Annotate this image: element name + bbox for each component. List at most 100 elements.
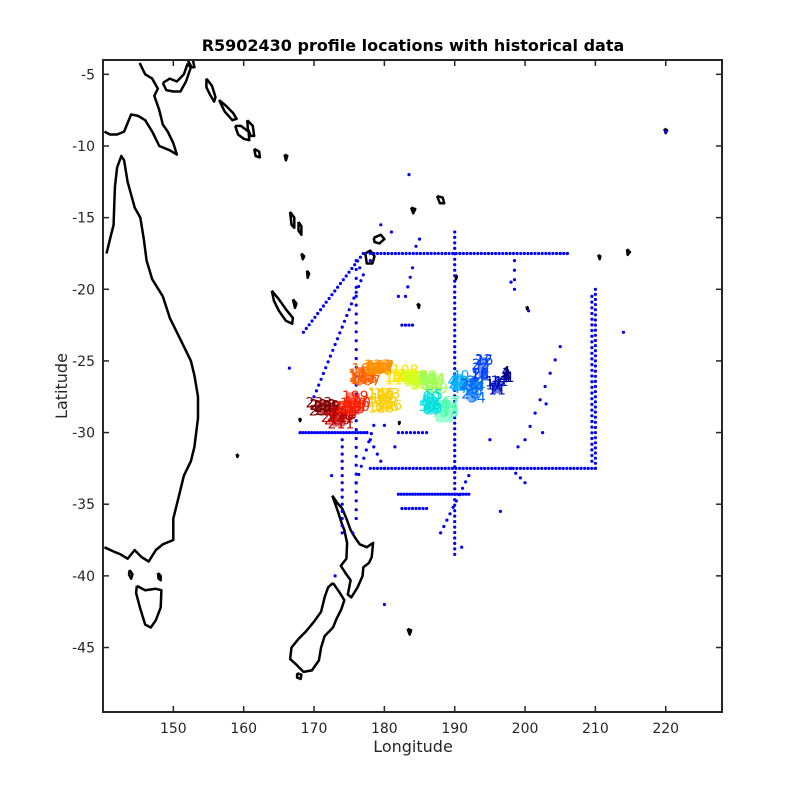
historical-point — [425, 492, 429, 496]
profile-number-label: 123 — [367, 395, 394, 411]
historical-point — [590, 323, 594, 327]
profile-number-label: 167 — [350, 372, 377, 388]
historical-point — [590, 363, 594, 367]
historical-point — [593, 441, 598, 445]
profile-number-label: 16 — [471, 367, 489, 383]
coastline-chatham — [406, 627, 413, 636]
historical-point — [453, 405, 457, 409]
historical-point — [453, 438, 457, 442]
historical-point — [457, 493, 461, 497]
coastline-solomon-1 — [217, 99, 238, 122]
coastline-cook — [525, 305, 530, 311]
historical-point — [368, 251, 372, 256]
historical-point — [321, 431, 325, 435]
historical-point — [593, 420, 598, 424]
profile-number-label: 199 — [340, 396, 367, 412]
historical-point — [533, 466, 537, 470]
historical-point — [550, 466, 555, 470]
historical-point — [579, 466, 583, 470]
historical-point — [453, 345, 457, 349]
historical-point — [590, 311, 594, 316]
historical-point — [458, 466, 462, 470]
profile-number-label: 146 — [372, 399, 399, 415]
historical-point — [354, 330, 358, 334]
historical-point — [379, 459, 383, 463]
coastline-tasmania — [134, 584, 163, 629]
historical-point — [590, 431, 594, 435]
historical-point — [444, 492, 448, 496]
historical-point — [453, 290, 457, 294]
historical-point — [342, 319, 347, 323]
historical-point — [354, 285, 358, 289]
coastline-new-caledonia — [270, 289, 295, 325]
historical-point — [453, 301, 457, 305]
profile-number-label: 11 — [491, 374, 509, 390]
coastline-fiji-viti-levu — [364, 249, 376, 265]
profile-number-label: 118 — [390, 370, 417, 386]
x-tick-label: 210 — [582, 721, 609, 737]
historical-point — [433, 251, 437, 256]
historical-point — [354, 490, 358, 494]
historical-point — [287, 366, 291, 370]
historical-point — [382, 602, 386, 607]
coastline-king-island — [127, 569, 134, 580]
y-tick-label: -5 — [81, 67, 95, 83]
historical-point — [390, 466, 394, 470]
historical-point — [351, 531, 355, 535]
historical-point — [533, 251, 537, 256]
historical-point — [469, 251, 473, 256]
historical-point — [511, 251, 516, 256]
historical-point — [368, 466, 372, 470]
coastline-bougainville — [205, 77, 217, 103]
profile-locations-layer: 2332332332332392392392392112112112112202… — [306, 352, 515, 432]
historical-point — [536, 466, 540, 470]
historical-point — [420, 431, 425, 435]
historical-point — [375, 452, 379, 456]
historical-point — [403, 506, 408, 511]
historical-point — [340, 438, 344, 442]
historical-point — [414, 506, 418, 511]
profile-number-label: 67 — [432, 399, 450, 415]
profile-number-label: 1 — [506, 370, 515, 386]
profile-number-label: 89 — [419, 372, 437, 388]
coastline-nz-south — [288, 582, 346, 674]
historical-point — [347, 270, 351, 274]
historical-point — [490, 251, 494, 256]
profile-number-label: 118 — [391, 367, 418, 383]
historical-point — [460, 545, 464, 549]
profile-number-label: 60 — [422, 402, 440, 418]
historical-point — [547, 251, 551, 256]
historical-point — [509, 466, 513, 470]
historical-point — [472, 466, 476, 470]
historical-point — [422, 251, 426, 256]
profile-number-label: 108 — [392, 363, 419, 379]
historical-point — [327, 431, 331, 435]
historical-point — [441, 492, 446, 496]
historical-point — [330, 431, 334, 435]
historical-point — [533, 411, 537, 415]
historical-point — [544, 251, 548, 256]
profile-number-label: 1 — [501, 370, 510, 386]
historical-point — [349, 302, 354, 306]
historical-point — [353, 263, 357, 267]
coastline-stewart-island — [295, 672, 303, 681]
historical-point — [453, 520, 457, 524]
historical-point — [593, 410, 598, 414]
historical-point — [445, 518, 449, 522]
historical-point — [512, 287, 517, 291]
coastline-new-guinea — [103, 62, 179, 156]
historical-point — [361, 251, 365, 256]
profile-number-label: 220 — [324, 413, 351, 429]
historical-point — [315, 431, 319, 435]
historical-point — [593, 425, 598, 430]
historical-point — [321, 371, 325, 376]
historical-point — [453, 487, 457, 491]
historical-point — [345, 313, 349, 318]
profile-number-label: 67 — [442, 395, 460, 411]
historical-point — [565, 466, 569, 470]
historical-point — [393, 445, 397, 449]
historical-point — [593, 405, 598, 409]
historical-point — [453, 361, 457, 365]
